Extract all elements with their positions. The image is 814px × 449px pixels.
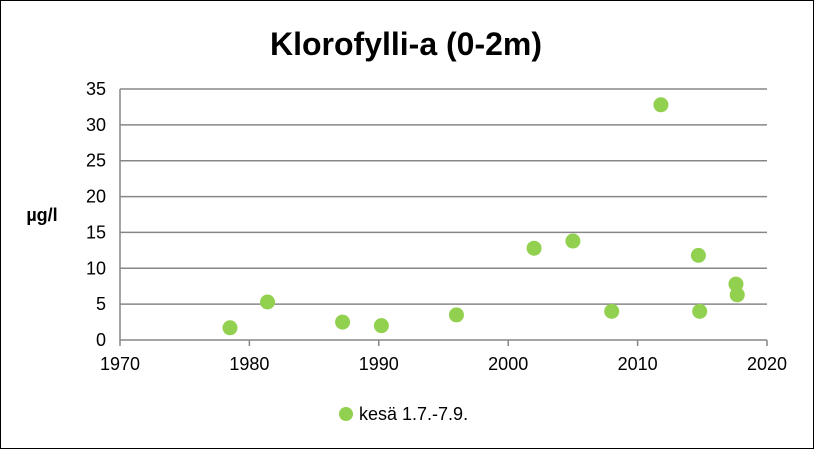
y-axis-label: µg/l: [26, 205, 57, 225]
data-point-5: [448, 307, 464, 323]
data-point-3: [335, 314, 351, 330]
y-tick-labels: 0 5 10 15 20 25 30 35: [86, 79, 106, 350]
x-tick-label-1980: 1980: [229, 354, 269, 374]
data-point-9: [653, 97, 669, 113]
x-tick-label-1990: 1990: [359, 354, 399, 374]
x-tick-label-2000: 2000: [488, 354, 528, 374]
grid-lines: [120, 88, 767, 305]
data-point-1: [222, 320, 238, 336]
y-tick-label-30: 30: [86, 115, 106, 135]
x-tick-label-2010: 2010: [618, 354, 658, 374]
y-tick-label-20: 20: [86, 187, 106, 207]
data-point-6: [526, 240, 542, 256]
data-point-2: [260, 294, 276, 310]
data-point-4: [373, 318, 389, 334]
data-point-8: [604, 303, 620, 319]
axes: [119, 89, 768, 346]
data-point-10: [690, 247, 706, 263]
data-point-11: [692, 303, 708, 319]
y-tick-label-0: 0: [96, 330, 106, 350]
legend-marker: [339, 407, 353, 421]
chart-title: Klorofylli-a (0-2m): [270, 26, 542, 62]
y-tick-label-25: 25: [86, 151, 106, 171]
legend-label: kesä 1.7.-7.9.: [359, 404, 468, 424]
data-points: [222, 97, 745, 336]
legend: kesä 1.7.-7.9.: [339, 404, 468, 424]
x-tick-label-1970: 1970: [100, 354, 140, 374]
data-point-7: [565, 233, 581, 249]
y-tick-label-10: 10: [86, 258, 106, 278]
x-tick-label-2020: 2020: [747, 354, 787, 374]
y-tick-label-35: 35: [86, 79, 106, 99]
x-tick-labels: 1970 1980 1990 2000 2010 2020: [100, 354, 787, 374]
y-tick-label-5: 5: [96, 294, 106, 314]
y-tick-label-15: 15: [86, 222, 106, 242]
data-point-13: [729, 287, 745, 303]
